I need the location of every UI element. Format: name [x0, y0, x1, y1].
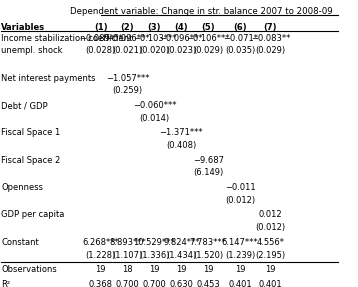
- Text: 10.529***: 10.529***: [134, 238, 175, 247]
- Text: −1.371***: −1.371***: [159, 128, 203, 137]
- Text: −0.060***: −0.060***: [133, 101, 176, 110]
- Text: (0.259): (0.259): [112, 86, 142, 95]
- Text: (3): (3): [147, 23, 161, 32]
- Text: 0.700: 0.700: [142, 280, 166, 287]
- Text: Openness: Openness: [1, 183, 43, 192]
- Text: Income stabilization coefficient: Income stabilization coefficient: [1, 34, 133, 43]
- Text: (1.107): (1.107): [112, 251, 142, 259]
- Text: 19: 19: [149, 265, 160, 274]
- Text: −0.011: −0.011: [225, 183, 256, 192]
- Text: 6.147***: 6.147***: [222, 238, 258, 247]
- Text: (0.012): (0.012): [255, 223, 285, 232]
- Text: Observations: Observations: [1, 265, 57, 274]
- Text: 19: 19: [265, 265, 276, 274]
- Text: (7): (7): [263, 23, 277, 32]
- Text: −0.083**: −0.083**: [251, 34, 290, 43]
- Text: 8.893***: 8.893***: [109, 238, 146, 247]
- Text: (6): (6): [233, 23, 247, 32]
- Text: Fiscal Space 1: Fiscal Space 1: [1, 128, 61, 137]
- Text: Net interest payments: Net interest payments: [1, 74, 96, 83]
- Text: (1.239): (1.239): [225, 251, 255, 259]
- Text: (0.012): (0.012): [225, 196, 255, 205]
- Text: 0.401: 0.401: [258, 280, 282, 287]
- Text: R²: R²: [1, 280, 10, 287]
- Text: Fiscal Space 2: Fiscal Space 2: [1, 156, 61, 165]
- Text: −0.071*: −0.071*: [223, 34, 258, 43]
- Text: 0.453: 0.453: [196, 280, 220, 287]
- Text: (5): (5): [202, 23, 215, 32]
- Text: 19: 19: [95, 265, 106, 274]
- Text: 0.630: 0.630: [169, 280, 193, 287]
- Text: −0.089***: −0.089***: [79, 34, 122, 43]
- Text: 19: 19: [235, 265, 245, 274]
- Text: (0.021): (0.021): [112, 46, 142, 55]
- Text: −0.106***: −0.106***: [187, 34, 230, 43]
- Text: −0.103***: −0.103***: [133, 34, 176, 43]
- Text: (0.020): (0.020): [139, 46, 169, 55]
- Text: (1.520): (1.520): [193, 251, 223, 259]
- Text: 6.268***: 6.268***: [82, 238, 119, 247]
- Text: 7.783***: 7.783***: [190, 238, 227, 247]
- Text: (2): (2): [121, 23, 134, 32]
- Text: (1): (1): [94, 23, 107, 32]
- Text: Debt / GDP: Debt / GDP: [1, 101, 48, 110]
- Text: Variables: Variables: [1, 23, 45, 32]
- Text: Dependent variable: Change in str. balance 2007 to 2008-09: Dependent variable: Change in str. balan…: [70, 7, 333, 16]
- Text: (0.023): (0.023): [166, 46, 197, 55]
- Text: 0.401: 0.401: [228, 280, 252, 287]
- Text: −1.057***: −1.057***: [106, 74, 149, 83]
- Text: 9.824***: 9.824***: [163, 238, 199, 247]
- Text: (0.035): (0.035): [225, 46, 255, 55]
- Text: (1.228): (1.228): [86, 251, 116, 259]
- Text: (6.149): (6.149): [193, 168, 223, 177]
- Text: (0.014): (0.014): [139, 114, 169, 123]
- Text: (4): (4): [174, 23, 188, 32]
- Text: (0.028): (0.028): [86, 46, 116, 55]
- Text: 0.368: 0.368: [88, 280, 112, 287]
- Text: unempl. shock: unempl. shock: [1, 46, 63, 55]
- Text: (0.029): (0.029): [255, 46, 285, 55]
- Text: −9.687: −9.687: [193, 156, 224, 165]
- Text: (1.336): (1.336): [139, 251, 170, 259]
- Text: (0.408): (0.408): [166, 141, 197, 150]
- Text: 0.700: 0.700: [116, 280, 139, 287]
- Text: (2.195): (2.195): [255, 251, 285, 259]
- Text: GDP per capita: GDP per capita: [1, 210, 65, 220]
- Text: 19: 19: [176, 265, 187, 274]
- Text: −0.096***: −0.096***: [160, 34, 203, 43]
- Text: 0.012: 0.012: [258, 210, 282, 220]
- Text: (1.434): (1.434): [166, 251, 197, 259]
- Text: 18: 18: [122, 265, 133, 274]
- Text: Constant: Constant: [1, 238, 39, 247]
- Text: 4.556*: 4.556*: [256, 238, 284, 247]
- Text: −0.096***: −0.096***: [106, 34, 149, 43]
- Text: (0.029): (0.029): [193, 46, 223, 55]
- Text: 19: 19: [203, 265, 213, 274]
